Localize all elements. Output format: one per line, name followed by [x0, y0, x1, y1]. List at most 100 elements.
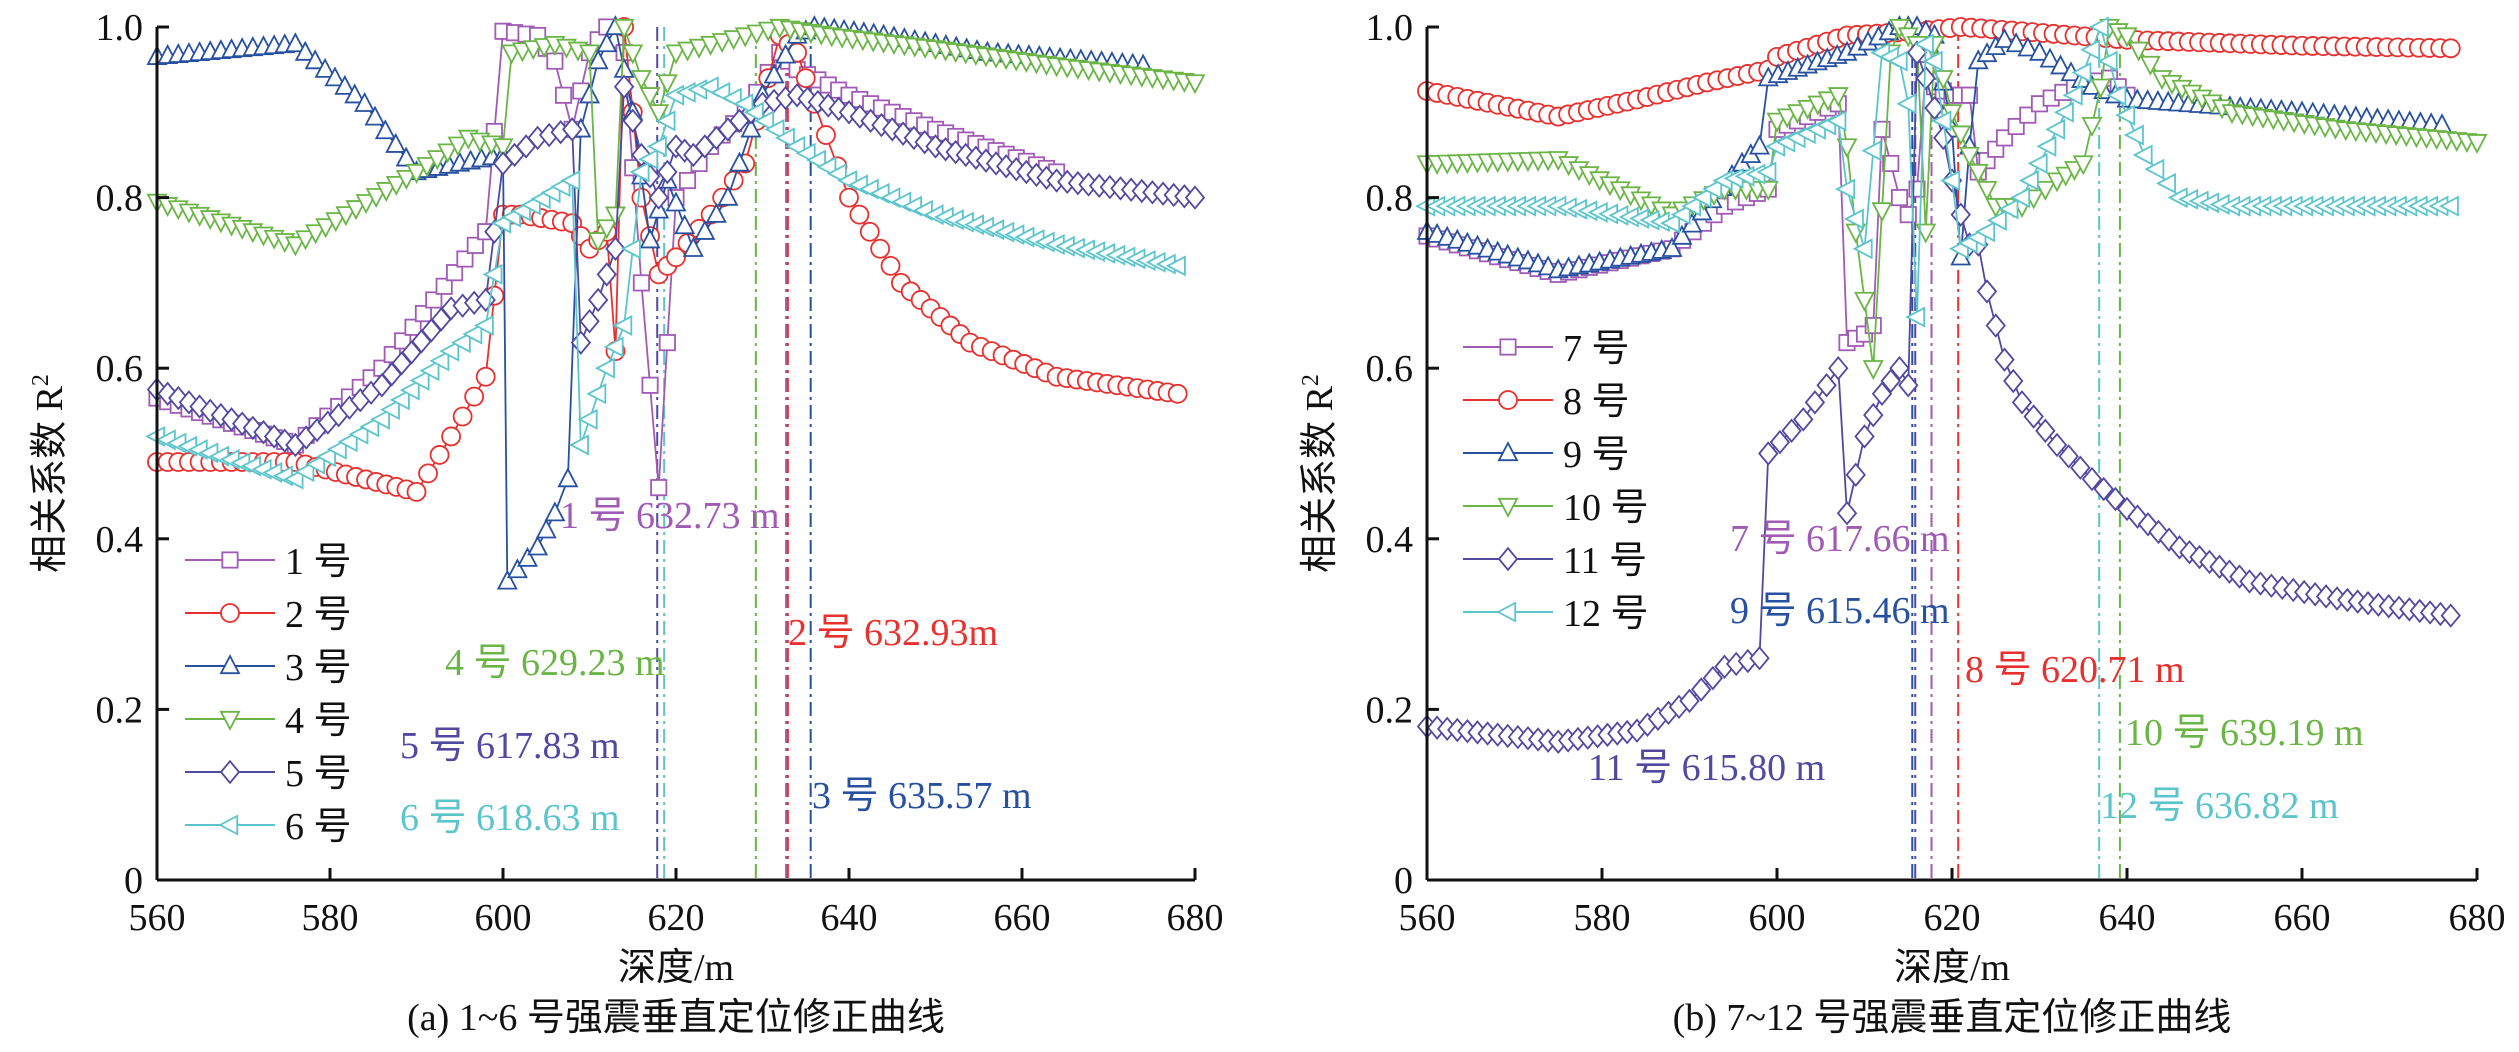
- data-point: [325, 212, 347, 233]
- data-point: [658, 334, 676, 352]
- data-point: [2070, 455, 2091, 480]
- data-point: [632, 274, 650, 292]
- y-tick-label: 0.2: [96, 689, 144, 731]
- data-point: [859, 221, 880, 242]
- legend-item: 6 号: [185, 806, 352, 848]
- data-point: [2128, 41, 2150, 62]
- legend-marker: [219, 759, 241, 785]
- data-point: [1933, 125, 1954, 151]
- y-axis-title: 相关系数 R2: [1298, 374, 1341, 573]
- data-point: [666, 247, 686, 268]
- data-point: [717, 185, 739, 206]
- data-point: [1863, 402, 1884, 428]
- data-point: [359, 416, 380, 438]
- legend-item: 12 号: [1463, 593, 1649, 635]
- data-point: [385, 175, 407, 196]
- data-point: [1898, 373, 1919, 398]
- data-point: [562, 117, 583, 142]
- data-point: [1932, 70, 1954, 91]
- data-point: [1793, 407, 1814, 432]
- data-point: [880, 255, 901, 276]
- annotation-label: 6 号 618.63 m: [400, 797, 620, 839]
- data-point: [2115, 104, 2136, 126]
- series-5: [1416, 40, 2461, 755]
- data-point: [284, 236, 306, 257]
- data-point: [337, 431, 358, 453]
- data-point: [2139, 55, 2161, 76]
- data-point: [2093, 476, 2114, 502]
- data-point: [2050, 54, 2071, 75]
- y-tick-label: 0.4: [1366, 519, 1414, 561]
- data-point: [1681, 195, 1702, 217]
- data-point: [775, 43, 797, 64]
- data-point: [655, 110, 676, 132]
- data-point: [418, 463, 438, 484]
- data-point: [1871, 202, 1893, 223]
- legend-marker: [1497, 546, 1519, 572]
- data-point: [315, 218, 337, 239]
- data-point: [2156, 172, 2176, 194]
- data-point: [694, 219, 716, 240]
- data-point: [2034, 180, 2056, 201]
- data-point: [605, 236, 626, 261]
- data-point: [2010, 187, 2031, 209]
- data-point: [2081, 466, 2103, 492]
- data-point: [334, 74, 356, 95]
- data-point: [425, 291, 443, 309]
- data-point: [395, 146, 417, 167]
- data-point: [1690, 677, 1712, 702]
- data-point: [2090, 78, 2112, 99]
- data-point: [757, 21, 779, 42]
- data-point: [711, 33, 733, 54]
- data-point: [816, 156, 837, 178]
- legend-item: 1 号: [185, 541, 352, 583]
- data-point: [1896, 93, 1917, 115]
- data-point: [1975, 221, 1996, 243]
- data-point: [1905, 306, 1926, 328]
- data-point: [577, 408, 598, 430]
- x-tick-label: 620: [1924, 897, 1981, 939]
- data-point: [2018, 170, 2039, 192]
- data-point: [1165, 255, 1186, 277]
- y-axis-title-superscript: 2: [1298, 374, 1324, 386]
- data-point: [1804, 390, 1826, 415]
- chart-panel-a: 560 580 600 620 640 660 680 0 0.2 0.4 0.6 0.8 1.0 深度/…: [28, 7, 1224, 1039]
- data-point: [1756, 161, 1777, 183]
- data-point: [795, 142, 816, 164]
- data-point: [389, 389, 410, 411]
- data-point: [168, 385, 189, 411]
- data-point: [283, 468, 304, 490]
- data-point: [870, 238, 891, 259]
- data-point: [1661, 236, 1683, 257]
- data-point: [496, 569, 518, 590]
- data-point: [839, 187, 859, 208]
- data-point: [555, 86, 573, 104]
- data-point: [656, 74, 678, 95]
- data-point: [2123, 124, 2144, 146]
- legend-item: 5 号: [185, 753, 352, 795]
- y-tick-label: 0: [1394, 860, 1413, 902]
- data-point: [429, 445, 450, 465]
- data-point: [1950, 125, 1972, 146]
- data-point: [326, 438, 347, 460]
- data-point: [305, 453, 326, 475]
- annotation-label: 12 号 636.82 m: [2100, 785, 2339, 827]
- legend-label: 4 号: [285, 700, 352, 742]
- data-point: [466, 236, 484, 254]
- y-tick-label: 0.6: [96, 348, 144, 390]
- data-point: [1864, 316, 1882, 335]
- legend-item: 9 号: [1463, 434, 1630, 476]
- data-point: [544, 501, 566, 522]
- data-point: [506, 558, 528, 579]
- data-point: [2209, 554, 2230, 580]
- data-point: [613, 57, 635, 78]
- x-tick-label: 680: [1167, 897, 1224, 939]
- data-point: [1915, 223, 1937, 244]
- data-point: [2045, 118, 2066, 140]
- data-point: [1835, 178, 1856, 200]
- data-point: [406, 163, 427, 184]
- data-point: [1679, 688, 1700, 714]
- data-point: [596, 219, 618, 240]
- data-point: [355, 194, 377, 215]
- data-point: [379, 399, 400, 421]
